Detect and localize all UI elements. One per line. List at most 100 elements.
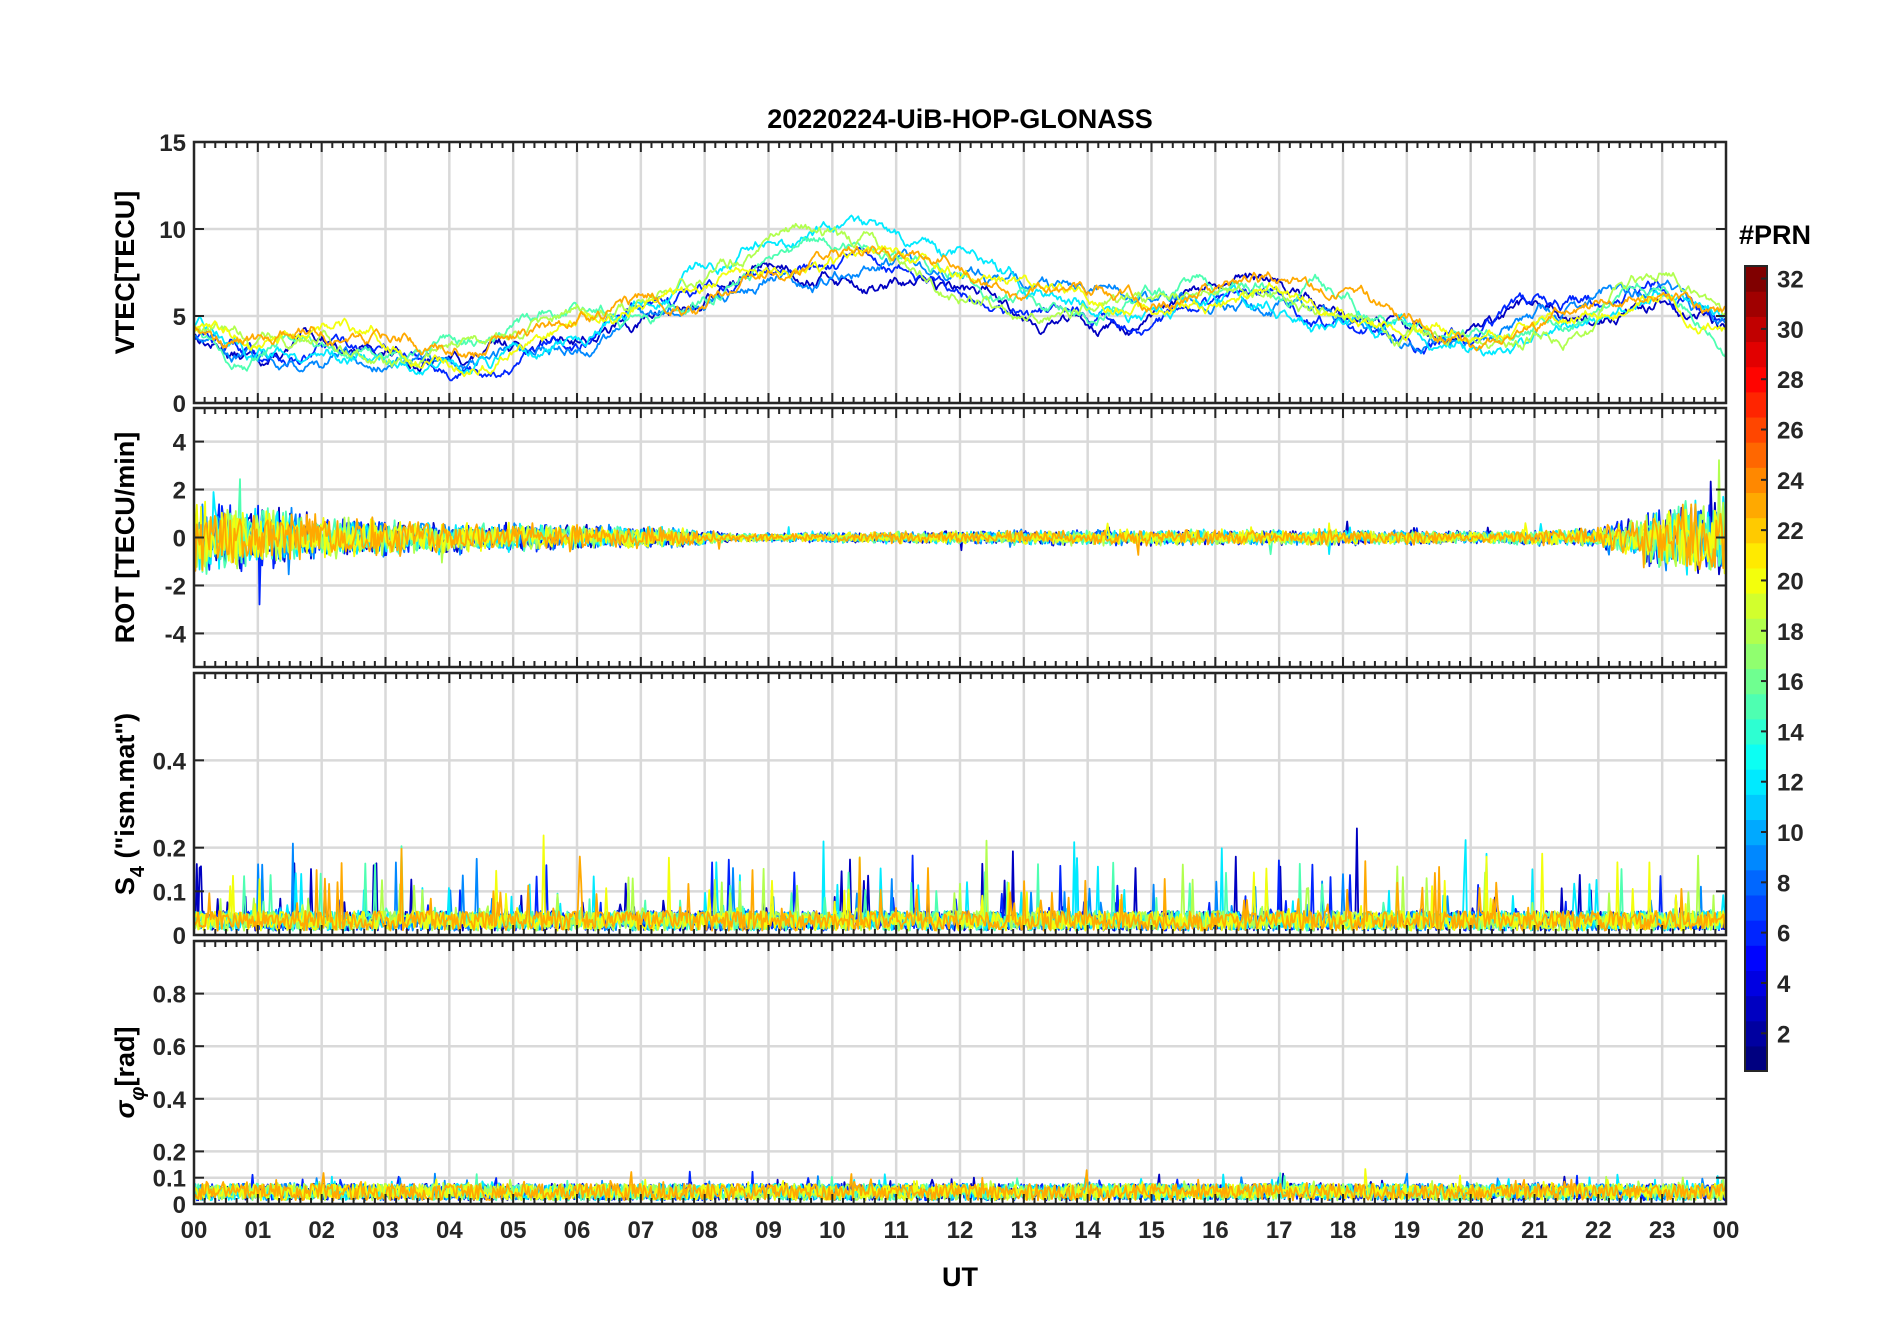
x-tick-label: 11 <box>883 1217 908 1244</box>
x-tick-label: 13 <box>1010 1217 1037 1244</box>
series-group <box>194 459 1726 606</box>
colorbar-tick-label: 6 <box>1777 921 1790 948</box>
y-tick-label: 0.2 <box>153 836 186 863</box>
colorbar-tick-label: 32 <box>1777 267 1804 294</box>
y-tick-label: 0 <box>173 1192 186 1219</box>
x-tick-label: 12 <box>947 1217 974 1244</box>
y-tick-label: 10 <box>159 217 186 244</box>
colorbar-segment <box>1745 341 1767 368</box>
colorbar-segment <box>1745 869 1767 896</box>
colorbar-segment <box>1745 593 1767 619</box>
x-tick-label: 06 <box>564 1217 591 1244</box>
colorbar-segment <box>1745 945 1767 971</box>
colorbar-tick-label: 30 <box>1777 317 1804 344</box>
x-tick-label: 21 <box>1521 1217 1548 1244</box>
y-tick-label: -4 <box>165 621 187 648</box>
x-tick-label: 15 <box>1138 1217 1165 1244</box>
y-tick-label: 2 <box>173 478 186 505</box>
colorbar-segment <box>1745 542 1767 569</box>
colorbar-tick-label: 12 <box>1777 770 1804 797</box>
y-tick-label: 0.4 <box>153 748 187 775</box>
series-line-prn-23 <box>194 847 1726 932</box>
x-tick-label: 01 <box>244 1217 271 1244</box>
x-tick-label: 22 <box>1585 1217 1612 1244</box>
colorbar-segment <box>1745 718 1767 745</box>
y-tick-label: 0 <box>173 526 186 553</box>
colorbar-segment <box>1745 844 1767 871</box>
x-tick-label: 10 <box>819 1217 846 1244</box>
y-tick-label: 4 <box>173 430 187 457</box>
panel-1: 0 5 10 15 VTEC[TECU] <box>110 130 1728 418</box>
series-line-prn-15 <box>194 236 1726 372</box>
colorbar-segment <box>1745 819 1767 846</box>
plot-frame <box>192 140 1728 405</box>
colorbar-tick-label: 16 <box>1777 669 1804 696</box>
x-tick-label: 09 <box>755 1217 782 1244</box>
y-axis-label-rest: [rad] <box>110 1027 140 1087</box>
y-axis-label: VTEC[TECU] <box>110 191 140 355</box>
panel-2: -4 -2 0 2 4 ROT [TECU/min] <box>110 406 1728 669</box>
y-tick-label: 15 <box>159 130 186 157</box>
colorbar-segment <box>1745 442 1767 468</box>
colorbar-tick-label: 28 <box>1777 367 1804 394</box>
x-tick-label: 19 <box>1393 1217 1420 1244</box>
colorbar-segment <box>1745 668 1767 695</box>
x-tick-label: 23 <box>1649 1217 1676 1244</box>
y-tick-label: 0.4 <box>153 1087 187 1114</box>
x-tick-label: 00 <box>181 1217 208 1244</box>
colorbar-tick-label: 20 <box>1777 568 1804 595</box>
y-axis-label-main: S <box>110 877 140 895</box>
axes-frame <box>192 406 1728 669</box>
colorbar-segment <box>1745 291 1767 317</box>
y-tick-label: 0.2 <box>153 1139 186 1166</box>
colorbar-tick-label: 18 <box>1777 619 1804 646</box>
x-tick-label: 02 <box>308 1217 335 1244</box>
colorbar-segment <box>1745 1020 1767 1047</box>
y-axis-label-rest: ("ism.mat") <box>110 713 140 866</box>
colorbar-segment <box>1745 492 1767 519</box>
axes-frame <box>192 939 1728 1206</box>
x-tick-label: 04 <box>436 1217 463 1244</box>
colorbar-segment <box>1745 769 1767 795</box>
y-tick-label: -2 <box>165 573 186 600</box>
colorbar-segment <box>1745 920 1767 946</box>
colorbar-segment <box>1745 517 1767 544</box>
colorbar-segment <box>1745 416 1767 443</box>
colorbar-label: #PRN <box>1739 220 1811 250</box>
y-tick-label: 0.8 <box>153 982 186 1009</box>
colorbar-segment <box>1745 266 1767 292</box>
y-tick-label: 0 <box>173 391 186 418</box>
colorbar-segment <box>1745 995 1767 1022</box>
series-line-prn-12 <box>194 214 1726 376</box>
series-line-prn-6 <box>194 246 1726 382</box>
series-line-prn-3 <box>194 261 1726 373</box>
y-tick-label: 0.6 <box>153 1034 186 1061</box>
colorbar-tick-label: 22 <box>1777 518 1804 545</box>
colorbar-segment <box>1745 567 1767 594</box>
colorbar-tick-label: 4 <box>1777 971 1791 998</box>
colorbar-segment <box>1745 366 1767 393</box>
colorbar-tick-label: 2 <box>1777 1021 1790 1048</box>
x-tick-label: 08 <box>691 1217 718 1244</box>
series-group <box>194 214 1726 382</box>
colorbar-frame <box>1744 265 1768 1072</box>
colorbar-tick-label: 14 <box>1777 719 1804 746</box>
y-axis-label: S4 ("ism.mat") <box>110 713 149 895</box>
colorbar-segment <box>1745 970 1767 997</box>
plot-frame <box>192 939 1728 1206</box>
y-axis-label-subscript: 4 <box>127 865 149 877</box>
x-tick-label: 18 <box>1330 1217 1357 1244</box>
series-line-prn-23 <box>194 503 1726 572</box>
colorbar-tick-label: 8 <box>1777 870 1790 897</box>
chart-title: 20220224-UiB-HOP-GLONASS <box>767 104 1153 134</box>
axes-frame <box>192 671 1728 937</box>
panel-3: 00.10.20.4S4 ("ism.mat") <box>110 671 1728 950</box>
colorbar-segment <box>1745 618 1767 644</box>
colorbar-segment <box>1745 391 1767 418</box>
y-tick-label: 5 <box>173 304 186 331</box>
y-tick-label: 0.1 <box>153 879 186 906</box>
y-tick-label: 0 <box>173 923 186 950</box>
colorbar-segment <box>1745 1045 1767 1072</box>
